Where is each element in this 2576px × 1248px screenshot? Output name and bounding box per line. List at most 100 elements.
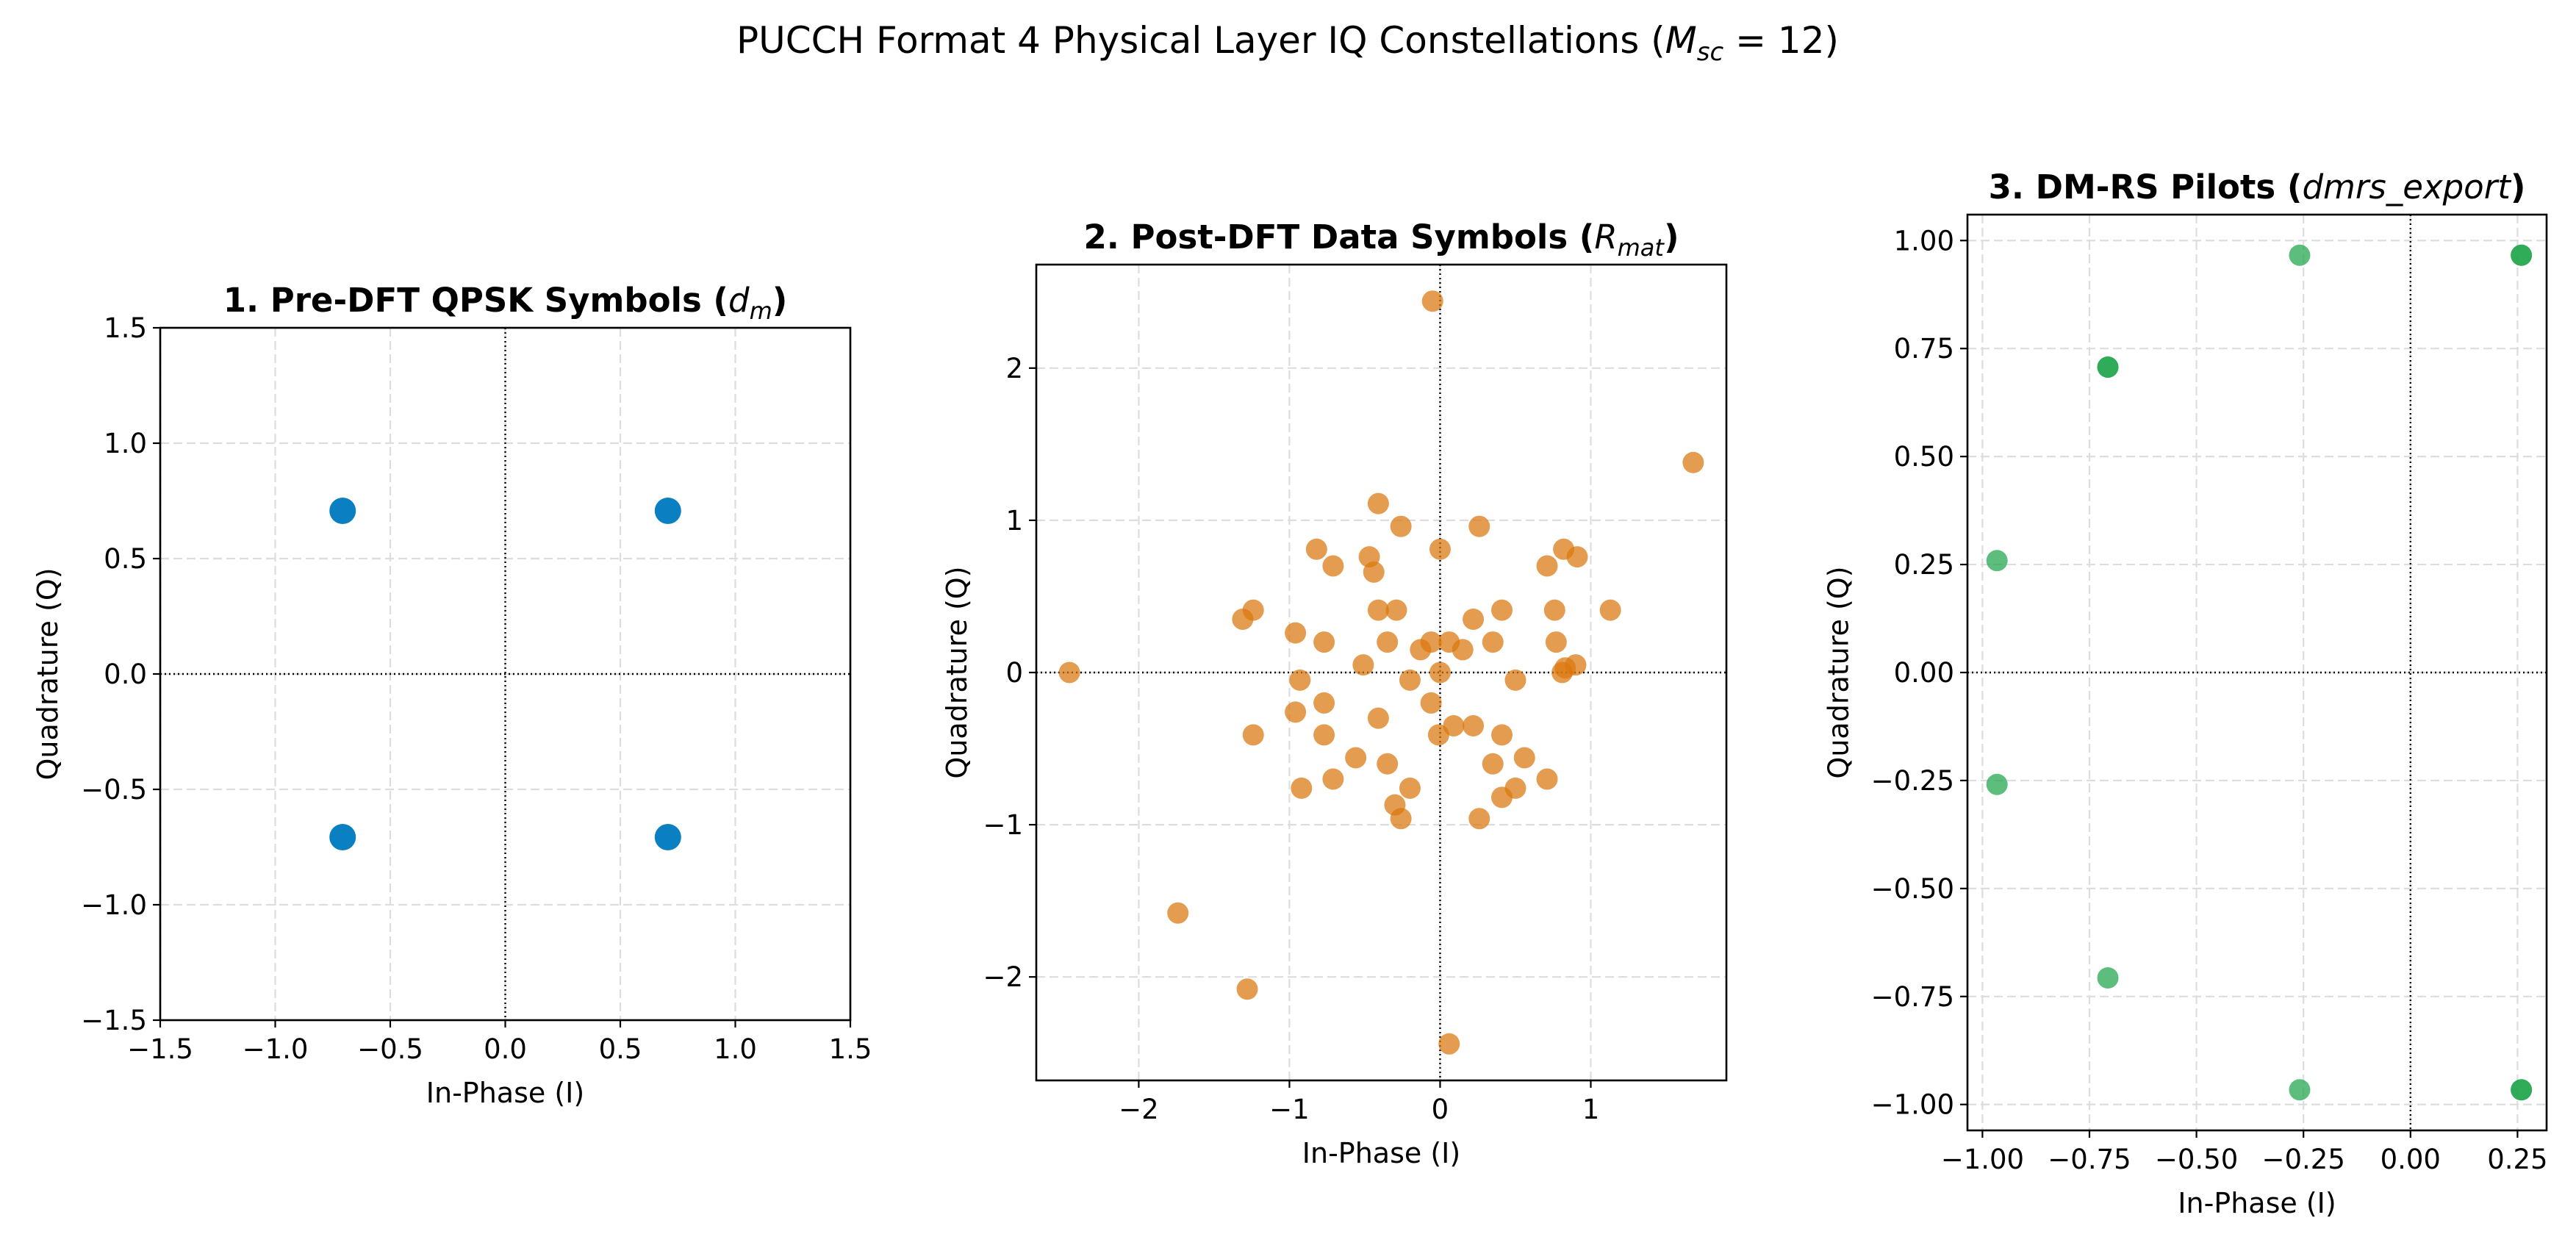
post-dft-point-64 xyxy=(1438,1033,1460,1055)
pre-dft-ytick-label-6: 1.5 xyxy=(104,312,147,344)
post-dft-point-2 xyxy=(1367,492,1389,514)
post-dft-point-61 xyxy=(1468,808,1490,830)
post-dft-point-35 xyxy=(1551,661,1574,684)
post-dft-point-50 xyxy=(1345,747,1367,769)
pre-dft-xtick-label-1: −1.0 xyxy=(243,1033,309,1065)
pre-dft-title-text: 1. Pre-DFT QPSK Symbols ( xyxy=(223,281,728,320)
post-dft-point-26 xyxy=(1482,631,1504,653)
post-dft-point-60 xyxy=(1390,808,1412,830)
post-dft-xtick-label-0: −2 xyxy=(1119,1094,1159,1125)
dmrs-title: 3. DM-RS Pilots (dmrs_export) xyxy=(1989,168,2526,207)
post-dft-point-17 xyxy=(1491,599,1513,621)
pre-dft-title-close: ) xyxy=(772,281,788,320)
post-dft-point-4 xyxy=(1468,515,1490,537)
pre-dft-point-3 xyxy=(654,823,681,850)
post-dft-point-8 xyxy=(1566,546,1588,568)
post-dft-point-62 xyxy=(1167,902,1189,924)
post-dft-title-math: R xyxy=(1594,218,1617,257)
post-dft-point-6 xyxy=(1429,538,1451,560)
pre-dft-xtick-label-4: 0.5 xyxy=(599,1033,642,1065)
post-dft-point-46 xyxy=(1313,724,1335,746)
post-dft-point-63 xyxy=(1236,978,1258,1000)
post-dft-ytick-label-3: 1 xyxy=(1005,505,1023,537)
dmrs-ytick-label-2: −0.50 xyxy=(1871,873,1954,905)
pre-dft-xtick-label-3: 0.0 xyxy=(484,1033,527,1065)
dmrs-ytick-label-0: −1.00 xyxy=(1871,1089,1954,1121)
dmrs-xtick-label-5: 0.25 xyxy=(2487,1144,2547,1175)
post-dft-point-54 xyxy=(1536,768,1558,790)
dmrs-ytick-label-5: 0.25 xyxy=(1894,549,1954,581)
pre-dft-xtick-label-5: 1.0 xyxy=(714,1033,757,1065)
pre-dft-title-math-sub: m xyxy=(750,297,772,325)
post-dft-point-23 xyxy=(1377,631,1399,653)
post-dft-xlabel: In-Phase (I) xyxy=(1302,1137,1460,1169)
post-dft-point-56 xyxy=(1399,777,1421,799)
post-dft-point-34 xyxy=(1429,661,1451,684)
post-dft-point-27 xyxy=(1545,631,1567,653)
dmrs-point-8 xyxy=(2289,1079,2311,1101)
post-dft-point-53 xyxy=(1322,768,1344,790)
post-dft-point-51 xyxy=(1377,753,1399,775)
dmrs-point-7 xyxy=(2097,967,2119,989)
post-dft-ytick-label-0: −2 xyxy=(983,961,1023,993)
post-dft-ytick-label-4: 2 xyxy=(1005,353,1023,384)
dmrs-point-0 xyxy=(2289,244,2311,266)
post-dft-title-text: 2. Post-DFT Data Symbols ( xyxy=(1083,218,1594,257)
pre-dft-ytick-label-0: −1.5 xyxy=(81,1005,147,1036)
dmrs-point-5 xyxy=(1986,550,2008,572)
post-dft-point-10 xyxy=(1322,555,1344,577)
dmrs-xtick-label-4: 0.00 xyxy=(2381,1144,2441,1175)
post-dft-point-40 xyxy=(1420,692,1442,714)
post-dft-point-28 xyxy=(1410,639,1432,661)
post-dft-point-12 xyxy=(1363,561,1385,583)
dmrs-title-text: 3. DM-RS Pilots ( xyxy=(1989,168,2303,207)
pre-dft-point-0 xyxy=(329,498,356,525)
dmrs-xlabel: In-Phase (I) xyxy=(2178,1187,2336,1219)
post-dft-ytick-label-1: −1 xyxy=(983,809,1023,841)
post-dft-ytick-label-2: 0 xyxy=(1005,657,1023,689)
panel-pre-dft-qpsk: −1.5 −1.0 −0.5 0.0 0.5 1.0 1.5 −1.5 −1.0 −0.5 0.0 0… xyxy=(32,281,872,1109)
pre-dft-point-1 xyxy=(654,498,681,525)
dmrs-xtick-label-3: −0.25 xyxy=(2261,1144,2344,1175)
post-dft-point-16 xyxy=(1385,599,1407,621)
pre-dft-point-2 xyxy=(329,823,356,850)
pre-dft-ylabel: Quadrature (Q) xyxy=(32,567,64,780)
dmrs-title-math: dmrs_export xyxy=(2302,168,2512,207)
pre-dft-points xyxy=(329,498,681,850)
post-dft-point-22 xyxy=(1313,631,1335,653)
pre-dft-ytick-label-1: −1.0 xyxy=(81,889,147,921)
post-dft-points xyxy=(1058,290,1704,1055)
post-dft-ylabel: Quadrature (Q) xyxy=(941,566,973,778)
post-dft-title-close: ) xyxy=(1664,218,1679,257)
dmrs-point-2 xyxy=(2511,244,2533,266)
post-dft-point-45 xyxy=(1242,724,1264,746)
post-dft-xtick-label-2: 0 xyxy=(1432,1094,1449,1125)
dmrs-ytick-label-7: 0.75 xyxy=(1894,333,1954,365)
dmrs-ytick-label-3: −0.25 xyxy=(1871,765,1954,797)
post-dft-title: 2. Post-DFT Data Symbols (Rmat) xyxy=(1083,218,1679,262)
dmrs-ytick-label-8: 1.00 xyxy=(1894,225,1954,257)
post-dft-point-48 xyxy=(1491,724,1513,746)
post-dft-point-30 xyxy=(1352,654,1374,676)
pre-dft-xlabel: In-Phase (I) xyxy=(426,1077,584,1109)
pre-dft-ytick-label-5: 1.0 xyxy=(104,428,147,459)
post-dft-title-math-sub: mat xyxy=(1618,234,1665,262)
post-dft-point-18 xyxy=(1543,599,1565,621)
pre-dft-title: 1. Pre-DFT QPSK Symbols (dm) xyxy=(223,281,788,325)
dmrs-point-4 xyxy=(2097,356,2119,378)
post-dft-point-33 xyxy=(1058,661,1080,684)
post-dft-point-47 xyxy=(1427,724,1449,746)
pre-dft-xtick-label-2: −0.5 xyxy=(357,1033,423,1065)
post-dft-xtick-label-3: 1 xyxy=(1582,1094,1600,1125)
dmrs-point-10 xyxy=(2511,1079,2533,1101)
pre-dft-ytick-label-2: −0.5 xyxy=(81,774,147,806)
panel-post-dft-data: −2 −1 0 1 −2 −1 0 1 2 In-Phase (I) Quadrature (Q) 2… xyxy=(941,218,1728,1169)
post-dft-point-5 xyxy=(1305,538,1327,560)
post-dft-point-55 xyxy=(1291,777,1313,799)
post-dft-point-37 xyxy=(1399,669,1421,691)
post-dft-point-14 xyxy=(1232,609,1254,631)
post-dft-point-42 xyxy=(1367,707,1389,729)
post-dft-point-39 xyxy=(1313,692,1335,714)
pre-dft-xtick-label-6: 1.5 xyxy=(829,1033,872,1065)
